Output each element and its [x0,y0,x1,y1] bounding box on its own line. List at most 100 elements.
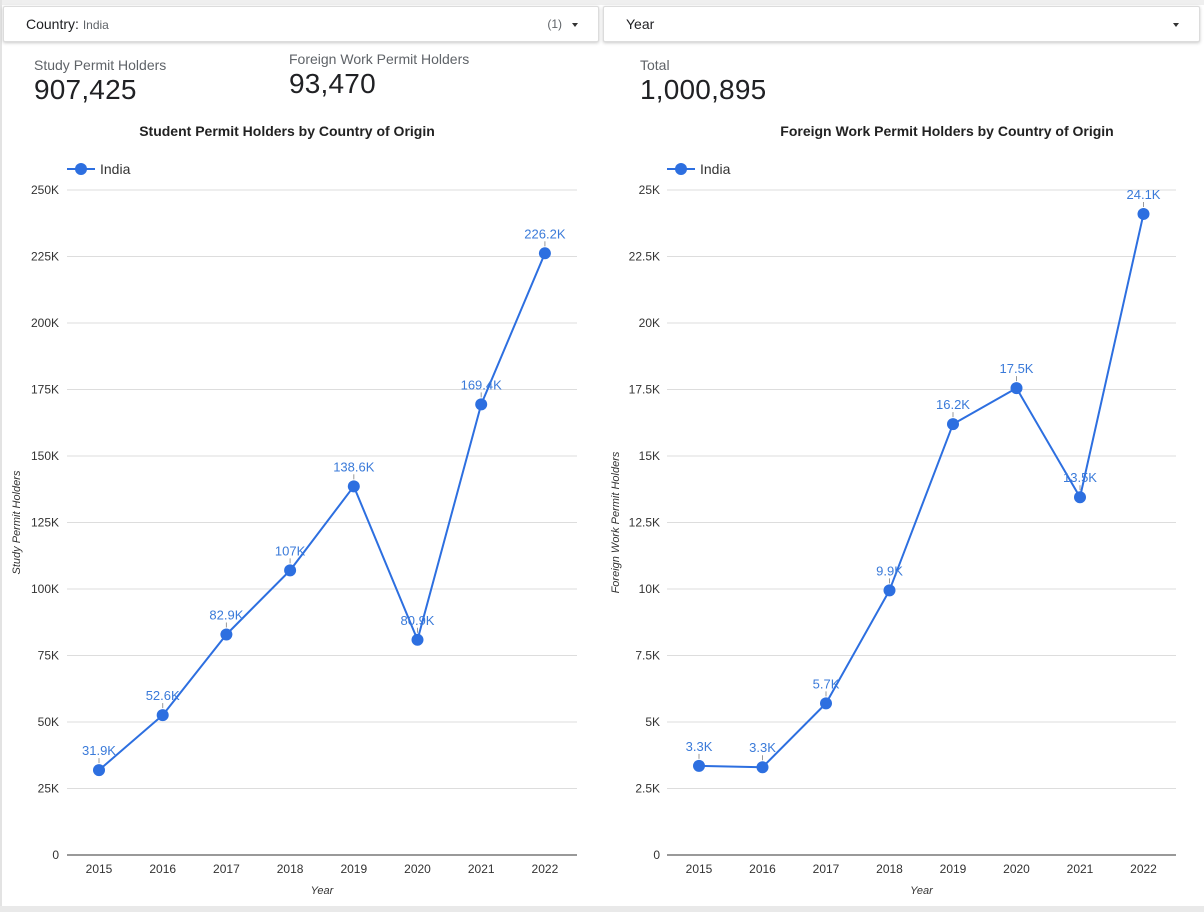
year-filter[interactable]: Year [603,6,1200,42]
year-dropdown-arrow-icon[interactable] [1173,23,1179,27]
study-permit-scorecard: Study Permit Holders 907,425 [34,57,166,106]
work-chart-title: Foreign Work Permit Holders by Country o… [780,123,1114,139]
work-chart-data-label: 5.7K [813,676,840,691]
work-chart-data-label: 13.5K [1063,470,1097,485]
work-permit-label: Foreign Work Permit Holders [289,51,470,67]
student-chart-data-label: 226.2K [524,226,566,241]
student-chart-y-tick-label: 125K [31,516,59,530]
student-chart-data-label: 80.9K [401,613,435,628]
work-chart-x-tick-label: 2018 [876,862,903,876]
country-dropdown-arrow-icon[interactable] [572,23,578,27]
work-chart-data-point [1010,382,1023,395]
student-chart-x-tick-label: 2015 [86,862,113,876]
work-chart-data-label: 16.2K [936,397,970,412]
student-chart-data-point [93,764,105,777]
work-permit-value: 93,470 [289,68,376,99]
work-chart-data-point [1074,491,1086,504]
work-chart-x-tick-label: 2019 [940,862,967,876]
student-chart-y-tick-label: 250K [31,183,59,197]
work-chart-y-tick-label: 17.5K [629,383,660,397]
work-chart-data-label: 17.5K [1000,361,1034,376]
country-filter-label: Country: [26,16,79,32]
student-chart-x-tick-label: 2019 [340,862,367,876]
student-chart-title: Student Permit Holders by Country of Ori… [139,123,435,139]
student-chart-data-point [156,709,169,722]
work-chart-data-label: 9.9K [876,563,903,578]
work-chart-y-tick-label: 7.5K [635,649,660,663]
work-chart-data-point [693,759,705,772]
work-chart-data-point [883,584,896,597]
work-chart-y-tick-label: 15K [639,449,660,463]
student-chart-legend-label: India [100,161,131,177]
student-chart-y-tick-label: 100K [31,582,59,596]
work-chart-y-axis-title: Foreign Work Permit Holders [610,451,622,593]
student-chart-y-axis-title: Study Permit Holders [11,470,23,574]
student-chart-y-tick-label: 0 [52,848,59,862]
dashboard-bottom-edge [0,906,1204,912]
work-chart-series-line [698,213,1145,769]
country-filter-count: (1) [547,17,562,31]
study-permit-label: Study Permit Holders [34,57,167,73]
work-chart-data-point [820,697,832,710]
work-chart-x-tick-label: 2016 [749,862,776,876]
student-permit-line-chart: India 0 25K 50K 75K 100K 125K 150K 175K 200K 225K 2… [11,161,577,897]
student-chart-y-tick-label: 225K [31,250,59,264]
student-chart-x-tick-label: 2017 [213,862,240,876]
student-chart-data-point [347,480,360,493]
dashboard-left-edge [0,0,2,912]
student-chart-x-tick-label: 2016 [149,862,176,876]
work-chart-legend-marker [675,163,687,175]
work-chart-y-tick-label: 25K [639,183,660,197]
work-chart-y-tick-label: 2.5K [635,782,660,796]
student-chart-x-axis-title: Year [311,885,335,897]
student-chart-data-label: 31.9K [82,743,116,758]
student-chart-x-tick-label: 2020 [404,862,431,876]
student-chart-data-point [411,633,424,646]
work-chart-x-tick-label: 2020 [1003,862,1030,876]
student-chart-data-point [538,247,551,260]
student-chart-legend-marker [75,163,87,175]
student-chart-y-tick-label: 75K [38,649,59,663]
study-permit-value: 907,425 [34,74,137,105]
work-chart-data-point [947,418,959,431]
total-label: Total [640,57,670,73]
work-chart-data-label: 3.3K [749,740,776,755]
work-chart-y-tick-label: 10K [639,582,660,596]
work-chart-x-axis-title: Year [910,885,934,897]
work-chart-data-label: 24.1K [1127,187,1161,202]
country-filter-value: India [82,18,109,32]
work-chart-x-tick-label: 2022 [1130,862,1157,876]
year-filter-label: Year [626,16,655,32]
work-chart-data-point [756,761,769,774]
dashboard-top-edge [0,0,1204,5]
country-filter[interactable]: Country: India (1) [3,6,599,42]
student-chart-y-tick-label: 150K [31,449,59,463]
student-chart-data-point [284,564,297,577]
work-chart-x-tick-label: 2021 [1067,862,1094,876]
work-chart-data-point [1137,207,1150,220]
student-chart-data-label: 52.6K [146,688,180,703]
total-scorecard: Total 1,000,895 [640,57,766,106]
work-chart-y-tick-label: 22.5K [629,250,660,264]
student-chart-x-tick-label: 2022 [532,862,559,876]
work-chart-y-tick-label: 0 [653,848,660,862]
student-chart-y-tick-label: 50K [38,715,59,729]
student-chart-data-label: 169.4K [461,377,503,392]
student-chart-y-tick-label: 25K [38,782,59,796]
student-chart-data-label: 82.9K [209,607,243,622]
student-chart-data-point [220,628,233,641]
work-chart-y-tick-label: 20K [639,316,660,330]
student-chart-series-line [98,252,546,771]
student-chart-y-tick-label: 200K [31,316,59,330]
student-chart-x-tick-label: 2021 [468,862,495,876]
work-chart-y-tick-label: 5K [645,715,660,729]
work-chart-x-tick-label: 2015 [686,862,713,876]
student-chart-x-tick-label: 2018 [277,862,304,876]
work-permit-scorecard: Foreign Work Permit Holders 93,470 [289,51,469,100]
total-value: 1,000,895 [640,74,767,105]
work-chart-legend-label: India [700,161,731,177]
student-chart-data-label: 107K [275,543,306,558]
student-chart-data-point [475,398,488,411]
work-chart-x-tick-label: 2017 [813,862,840,876]
